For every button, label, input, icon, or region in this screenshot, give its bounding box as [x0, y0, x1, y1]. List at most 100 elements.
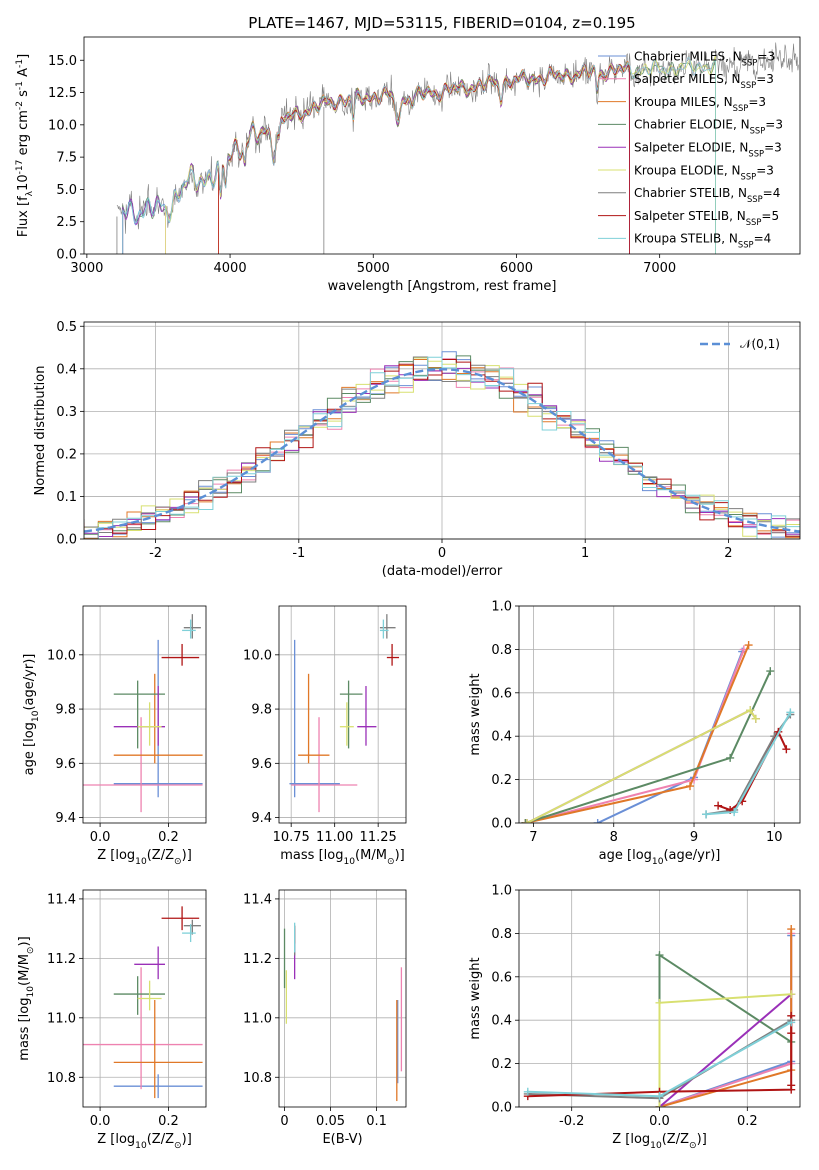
residuals-ytick-label: 0.4 [56, 362, 77, 377]
spectrum-ytick-label: 10.0 [48, 118, 77, 133]
massweight_vs_z-marker [787, 1018, 796, 1027]
massweight_vs_age-marker [782, 745, 791, 754]
figure-title: PLATE=1467, MJD=53115, FIBERID=0104, z=0… [248, 14, 635, 32]
age_vs_mass-ytick-label: 9.4 [251, 811, 272, 826]
spectrum-model-line [218, 63, 630, 254]
age_vs_z-axes [83, 606, 206, 823]
spectrum-xtick-label: 7000 [643, 261, 676, 276]
mass_vs_z-errorbar [113, 1074, 203, 1099]
age_vs_z-ytick-label: 10.0 [47, 648, 76, 663]
residuals-xtick-label: -2 [149, 546, 162, 561]
age_vs_z-errorbar [83, 717, 203, 813]
massweight_vs_z-marker [655, 1103, 664, 1107]
mass_vs_z-errorbar [182, 924, 196, 943]
residuals-ytick-label: 0.3 [56, 405, 77, 420]
age_vs_mass-ytick-label: 10.0 [243, 648, 272, 663]
spectrum-ytick-label: 7.5 [56, 151, 77, 166]
legend-entry: Salpeter ELODIE, NSSP=3 [634, 141, 782, 159]
legend-entry: Salpeter MILES, NSSP=3 [634, 72, 774, 90]
age_vs_mass-plot [289, 614, 400, 813]
massweight_vs_z-ytick-label: 0.8 [491, 927, 512, 942]
massweight_vs_age-marker [714, 801, 723, 810]
spectrum-frame: 3000 4000 5000 6000 7000 0.0 2.5 5.0 7.5 10.0 12.5… [15, 36, 801, 294]
residuals-ytick-label: 0.0 [56, 533, 77, 548]
massweight_vs_age-series [523, 706, 760, 823]
massweight_vs_age-marker [593, 819, 602, 823]
mass_vs_z-ytick-label: 11.4 [47, 892, 76, 907]
residuals-xtick-label: 2 [724, 546, 732, 561]
massweight_vs_age-marker [702, 810, 711, 819]
massweight_vs_age-series [521, 667, 775, 823]
age_vs_mass-errorbar [298, 673, 330, 764]
massweight_vs_z-ytick-label: 1.0 [491, 884, 512, 899]
mass_vs_z-errorbar [137, 980, 162, 1011]
massweight_vs_age-ytick-label: 1.0 [491, 600, 512, 615]
residuals-frame: -2 -1 0 1 2 0.0 0.1 0.2 0.3 0.4 0.5 (data-model)/er… [33, 320, 801, 579]
massweight_vs_age-xtick-label: 7 [529, 830, 537, 845]
massweight_vs_age-ytick-label: 0.8 [491, 643, 512, 658]
age_vs_mass-errorbar [357, 686, 377, 746]
massweight_vs_age-xtick-label: 9 [690, 830, 698, 845]
spectrum-ytick-label: 0.0 [56, 248, 77, 263]
legend-entry: Kroupa MILES, NSSP=3 [634, 95, 766, 113]
massweight_vs_z-xtick-label: -0.2 [559, 1114, 584, 1129]
mass_vs_ebv-ytick-label: 11.4 [243, 892, 272, 907]
residuals-xtick-label: -1 [292, 546, 305, 561]
age_vs_z-frame: 0.0 0.2 9.4 9.6 9.8 10.0 Z [log10(Z/Z⊙)] age [l… [22, 605, 207, 867]
spectrum-model-line [122, 57, 716, 254]
mass_vs_z-errorbar [113, 976, 165, 1015]
age_vs_mass-frame: 10.75 11.00 11.25 9.4 9.6 9.8 10.0 mass [log10(… [243, 605, 407, 867]
mass_vs_z-grid [83, 890, 206, 1107]
mass_vs_z-errorbar [134, 946, 165, 980]
massweight_vs_z-series [655, 990, 796, 1107]
mass_vs_ebv-ytick-label: 10.8 [243, 1071, 272, 1086]
mass_vs_ebv-axes [279, 890, 406, 1107]
age_vs_mass-ytick-label: 9.8 [251, 703, 272, 718]
mass_vs_z-xtick-label: 0.0 [90, 1114, 111, 1129]
massweight_vs_z-series [523, 1018, 796, 1101]
age_vs_mass-xtick-label: 11.00 [316, 830, 353, 845]
legend-entry: Kroupa STELIB, NSSP=4 [634, 232, 771, 250]
age_vs_z-xtick-label: 0.0 [90, 830, 111, 845]
residuals-legend: 𝒩(0,1) [700, 337, 780, 351]
age_vs_z-ylabel: age [log10(age/yr)] [22, 654, 41, 776]
massweight_vs_age-plot [521, 641, 795, 823]
age_vs_mass-xlabel: mass [log10(M/M⊙)] [280, 848, 404, 867]
mass_vs_z-errorbar [183, 919, 201, 935]
massweight_vs_age-xtick-label: 10 [766, 830, 783, 845]
massweight_vs_z-xlabel: Z [log10(Z/Z⊙)] [612, 1132, 707, 1151]
massweight_vs_age-xtick-label: 8 [610, 830, 618, 845]
massweight_vs_z-ytick-label: 0.6 [491, 970, 512, 985]
age_vs_mass-xtick-label: 11.25 [360, 830, 397, 845]
mass_vs_ebv-plot [283, 922, 403, 1102]
spectrum-xtick-label: 4000 [214, 261, 247, 276]
legend-entry: Salpeter STELIB, NSSP=5 [634, 209, 779, 227]
age_vs_z-errorbar [113, 673, 203, 764]
massweight_vs_z-ylabel: mass weight [468, 957, 483, 1039]
massweight_vs_z-marker [523, 1087, 532, 1096]
spectrum-ytick-label: 2.5 [56, 215, 77, 230]
massweight_vs_age-marker [766, 667, 775, 676]
spectrum-ytick-label: 5.0 [56, 183, 77, 198]
residuals-xtick-label: 1 [581, 546, 589, 561]
age_vs_z-errorbar [161, 643, 200, 666]
age_vs_mass-axes [279, 606, 406, 823]
spectrum-xtick-label: 6000 [500, 261, 533, 276]
mass_vs_z-plot [83, 906, 203, 1099]
massweight_vs_age-ytick-label: 0.6 [491, 686, 512, 701]
mass_vs_z-ytick-label: 10.8 [47, 1071, 76, 1086]
age_vs_z-errorbar [182, 619, 196, 639]
age_vs_mass-errorbar [289, 639, 340, 798]
spectrum-xlabel: wavelength [Angstrom, rest frame] [328, 279, 557, 294]
massweight_vs_age-marker [726, 753, 735, 762]
residuals-xlabel: (data-model)/error [382, 564, 503, 579]
legend-entry: Chabrier ELODIE, NSSP=3 [634, 118, 783, 136]
massweight_vs_z-marker [787, 1081, 796, 1090]
massweight_vs_z-marker [787, 990, 796, 999]
massweight_vs_z-marker [787, 925, 796, 934]
massweight_vs_z-ytick-label: 0.0 [491, 1101, 512, 1116]
mass_vs_z-errorbar [161, 906, 200, 931]
mass_vs_z-errorbar [113, 999, 203, 1099]
massweight_vs_age-marker [786, 708, 795, 717]
residuals-ytick-label: 0.2 [56, 447, 77, 462]
